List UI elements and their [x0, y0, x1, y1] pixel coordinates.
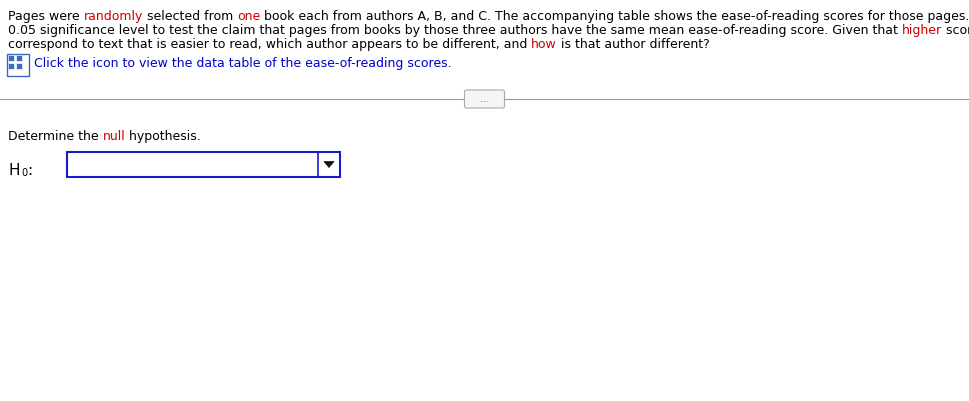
Text: selected from: selected from [143, 10, 237, 23]
Text: how: how [531, 38, 557, 51]
Text: higher: higher [902, 24, 942, 37]
Polygon shape [324, 162, 334, 168]
Text: H: H [8, 162, 19, 178]
Text: Pages were: Pages were [8, 10, 83, 23]
Text: hypothesis.: hypothesis. [125, 130, 202, 143]
Text: :: : [27, 162, 32, 178]
FancyBboxPatch shape [464, 91, 505, 109]
Bar [16, 64, 22, 70]
Text: Click the icon to view the data table of the ease-of-reading scores.: Click the icon to view the data table of… [34, 57, 452, 69]
Text: 0.05 significance level to test the claim that pages from books by those three a: 0.05 significance level to test the clai… [8, 24, 902, 37]
Text: one: one [237, 10, 261, 23]
Text: randomly: randomly [83, 10, 143, 23]
Bar [8, 56, 14, 62]
Text: correspond to text that is easier to read, which author appears to be different,: correspond to text that is easier to rea… [8, 38, 531, 51]
Text: scores: scores [942, 24, 969, 37]
Bar [7, 55, 29, 77]
Text: Determine the: Determine the [8, 130, 103, 143]
Text: null: null [103, 130, 125, 143]
Text: book each from authors A, B, and C. The accompanying table shows the ease-of-rea: book each from authors A, B, and C. The … [261, 10, 969, 23]
Bar [16, 56, 22, 62]
Text: is that author different?: is that author different? [557, 38, 710, 51]
Bar [8, 64, 14, 70]
Text: 0: 0 [21, 168, 27, 178]
Bar [67, 153, 340, 178]
Text: ...: ... [481, 95, 488, 104]
